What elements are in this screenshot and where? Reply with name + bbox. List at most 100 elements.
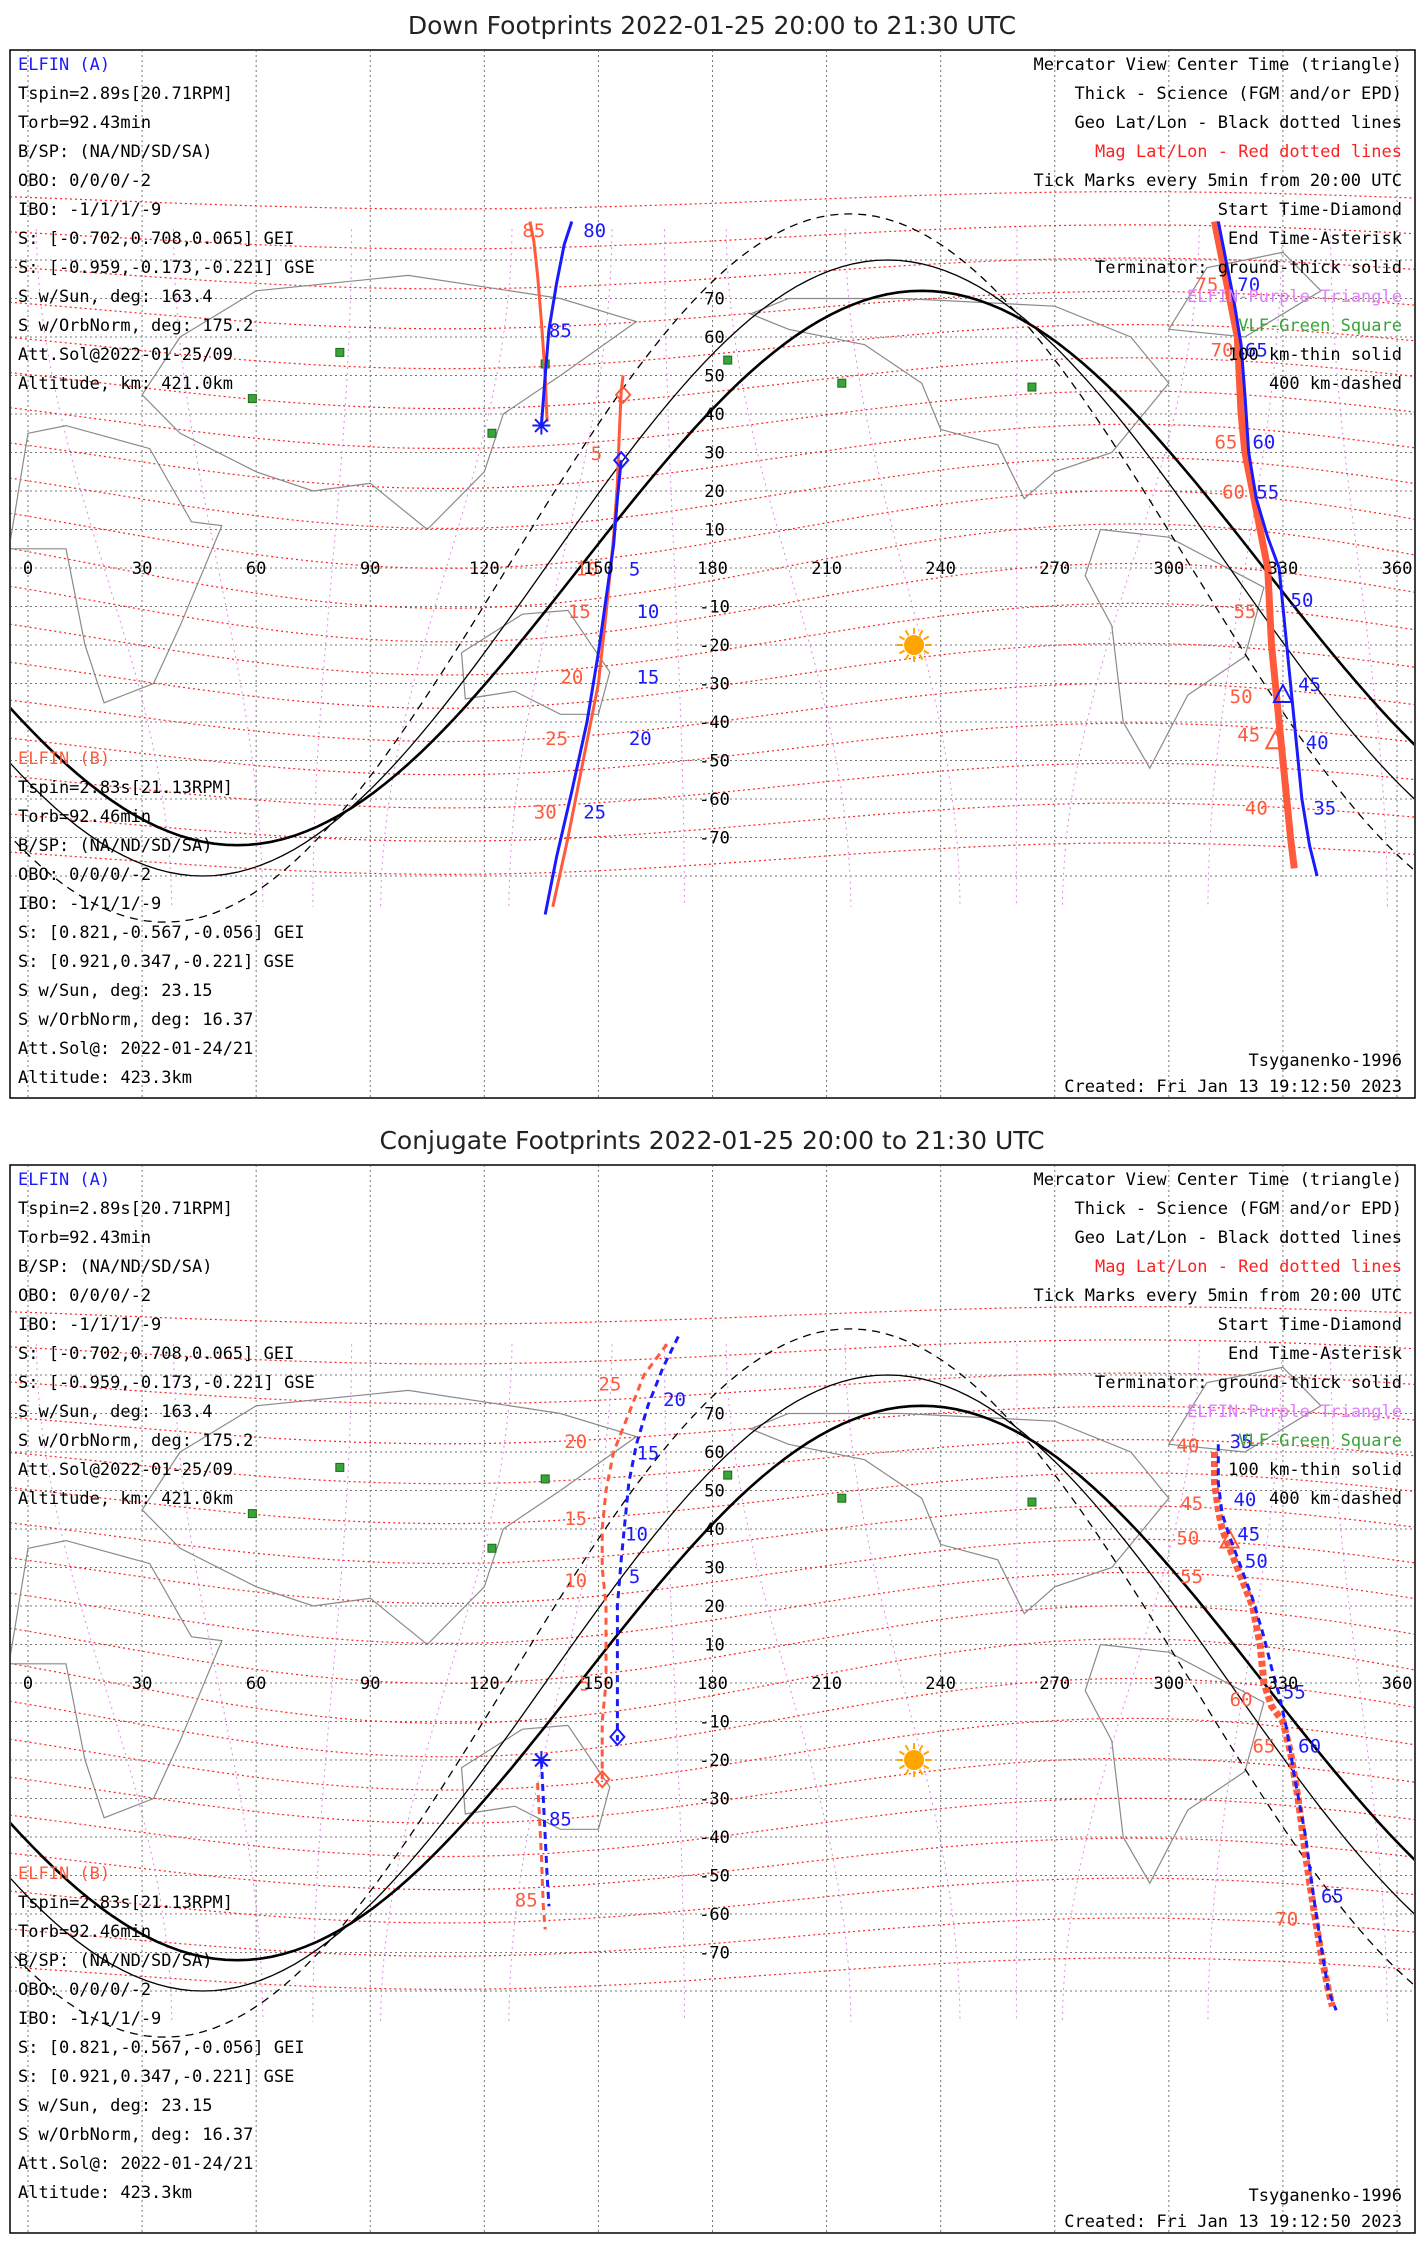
track-time-label: 80 bbox=[583, 220, 606, 242]
map-frame bbox=[9, 49, 1416, 1099]
elfin-a-name: ELFIN (A) bbox=[18, 55, 110, 75]
elfin-a-info-line: Altitude, km: 421.0km bbox=[18, 374, 233, 394]
legend-entry: Start Time-Diamond bbox=[1218, 1315, 1402, 1335]
legend-entry: Geo Lat/Lon - Black dotted lines bbox=[1074, 1228, 1402, 1248]
mag-latitude-line bbox=[11, 1372, 1414, 1405]
track-time-label: 60 bbox=[1222, 482, 1245, 504]
start-diamond-marker bbox=[593, 1769, 611, 1789]
track-b: 5 10 15 20 25 30 bbox=[534, 375, 632, 908]
longitude-tick-label: 0 bbox=[23, 559, 33, 579]
elfin-b-info-line: S: [0.921,0.347,-0.221] GSE bbox=[18, 952, 294, 972]
elfin-b-info-line: S w/OrbNorm, deg: 16.37 bbox=[18, 2125, 253, 2145]
down-footprints-panel: 5 10 15 20 25 30 5 10 15 20 25 85 80 85 75 70 65 60 55 50 45… bbox=[0, 0, 1425, 1115]
elfin-a-info-line: S: [-0.959,-0.173,-0.221] GSE bbox=[18, 1373, 315, 1393]
latitude-tick-label: 60 bbox=[704, 328, 724, 348]
elfin-a-info-line: S w/OrbNorm, deg: 175.2 bbox=[18, 1431, 253, 1451]
footprint-line bbox=[1211, 220, 1298, 869]
axis-tick-labels: 0 30 60 90 120 150 180 210 240 270 300 330 360 70 60 50… bbox=[23, 290, 1412, 849]
elfin-b-info-line: Tspin=2.83s[21.13RPM] bbox=[18, 1893, 233, 1913]
track-time-label: 40 bbox=[1245, 797, 1268, 819]
coastline bbox=[141, 274, 638, 531]
mag-latitude-line bbox=[11, 323, 1414, 370]
elfin-b-name: ELFIN (B) bbox=[18, 749, 110, 769]
track-time-label: 85 bbox=[522, 220, 545, 242]
coastline bbox=[1167, 1366, 1322, 1453]
vlf-station-marker bbox=[247, 394, 257, 404]
legend-entry: VLF-Green Square bbox=[1238, 1431, 1402, 1451]
elfin-b-info-line: Altitude: 423.3km bbox=[18, 1068, 192, 1088]
track-time-label: 25 bbox=[545, 728, 568, 750]
track-time-label: 55 bbox=[1283, 1681, 1306, 1703]
elfin-a-info-line: S: [-0.959,-0.173,-0.221] GSE bbox=[18, 258, 315, 278]
longitude-tick-label: 300 bbox=[1153, 559, 1184, 579]
track-time-label: 10 bbox=[636, 601, 659, 623]
track-time-label: 5 bbox=[579, 1674, 590, 1696]
sun-disk bbox=[904, 1750, 925, 1770]
mag-latitude-line bbox=[11, 423, 1414, 490]
mag-latitude-line bbox=[11, 642, 1414, 709]
center-triangle-marker bbox=[1272, 682, 1294, 704]
track-a: 80 85 bbox=[532, 220, 606, 435]
track-time-label: 55 bbox=[1256, 482, 1279, 504]
latitude-tick-label: 30 bbox=[704, 444, 724, 464]
track-time-label: 45 bbox=[1180, 1493, 1203, 1515]
elfin-b-info: ELFIN (B) Tspin=2.83s[21.13RPM] Torb=92.46… bbox=[18, 749, 305, 1088]
longitude-tick-label: 300 bbox=[1153, 1674, 1184, 1694]
elfin-a-info-line: S w/Sun, deg: 163.4 bbox=[18, 287, 212, 307]
track-b: 75 70 65 60 55 50 45 40 bbox=[1195, 220, 1298, 869]
track-time-label: 45 bbox=[1298, 674, 1321, 696]
track-time-label: 20 bbox=[564, 1431, 587, 1453]
coastline bbox=[1084, 1643, 1265, 1885]
terminator bbox=[11, 213, 1414, 923]
mag-meridian-line bbox=[725, 1344, 852, 2022]
longitude-tick-label: 120 bbox=[469, 1674, 500, 1694]
longitude-tick-label: 60 bbox=[246, 559, 266, 579]
latitude-tick-label: -70 bbox=[699, 829, 730, 849]
coastline bbox=[1084, 528, 1265, 770]
sun-icon bbox=[897, 628, 932, 662]
conjugate-footprints-map: 25 20 15 10 5 20 15 10 5 85 85 40 45 50 55 60 65 70 35 40 45… bbox=[9, 1126, 1416, 2234]
footprint-line bbox=[1216, 221, 1319, 877]
coastline bbox=[11, 424, 223, 704]
latitude-tick-label: -50 bbox=[699, 1867, 730, 1887]
elfin-a-info: ELFIN (A) Tspin=2.89s[20.71RPM] Torb=92.43… bbox=[18, 1170, 315, 1509]
elfin-b-info-line: IBO: -1/1/1/-9 bbox=[18, 894, 161, 914]
elfin-a-info-line: Att.Sol@2022-01-25/09 bbox=[18, 345, 233, 365]
elfin-b-info-line: Att.Sol@: 2022-01-24/21 bbox=[18, 2154, 253, 2174]
map-frame bbox=[9, 1164, 1416, 2234]
mag-latitude-line bbox=[11, 1877, 1414, 1924]
model-name: Tsyganenko-1996 bbox=[1248, 1051, 1402, 1071]
coastline bbox=[748, 1412, 1170, 1615]
longitude-tick-label: 180 bbox=[697, 559, 728, 579]
track-time-label: 30 bbox=[534, 801, 557, 823]
legend-entry: Tick Marks every 5min from 20:00 UTC bbox=[1034, 1286, 1402, 1306]
track-time-label: 15 bbox=[636, 667, 659, 689]
legend: Mercator View Center Time (triangle) Thic… bbox=[1034, 1170, 1402, 1509]
footprint-line bbox=[539, 221, 574, 426]
mag-latitude-line bbox=[11, 1405, 1414, 1445]
longitude-tick-label: 120 bbox=[469, 559, 500, 579]
latitude-tick-label: 40 bbox=[704, 1520, 724, 1540]
footprint-line bbox=[543, 460, 623, 915]
mag-latitude-line bbox=[11, 1917, 1414, 1957]
latitude-tick-label: 20 bbox=[704, 1597, 724, 1617]
elfin-b-info-line: S: [0.921,0.347,-0.221] GSE bbox=[18, 2067, 294, 2087]
elfin-b-info-line: B/SP: (NA/ND/SD/SA) bbox=[18, 836, 212, 856]
legend-entry: VLF-Green Square bbox=[1238, 316, 1402, 336]
coastline bbox=[748, 297, 1170, 500]
vlf-station-marker bbox=[1027, 1497, 1037, 1507]
vlf-station-marker bbox=[247, 1509, 257, 1519]
track-b: 40 45 50 55 60 65 70 bbox=[1176, 1435, 1336, 2008]
legend-entry: Thick - Science (FGM and/or EPD) bbox=[1074, 84, 1402, 104]
footprint-line bbox=[539, 1759, 551, 1907]
latitude-tick-label: -50 bbox=[699, 752, 730, 772]
track-time-label: 60 bbox=[1230, 1689, 1253, 1711]
elfin-b-info-line: Att.Sol@: 2022-01-24/21 bbox=[18, 1039, 253, 1059]
legend-entry: Mag Lat/Lon - Red dotted lines bbox=[1095, 1257, 1402, 1277]
mag-meridian-line bbox=[664, 229, 685, 907]
elfin-a-info-line: Altitude, km: 421.0km bbox=[18, 1489, 233, 1509]
mag-latitude-line bbox=[11, 682, 1414, 743]
latitude-tick-label: -20 bbox=[699, 1751, 730, 1771]
coastlines bbox=[11, 1366, 1322, 1885]
track-time-label: 85 bbox=[549, 320, 572, 342]
